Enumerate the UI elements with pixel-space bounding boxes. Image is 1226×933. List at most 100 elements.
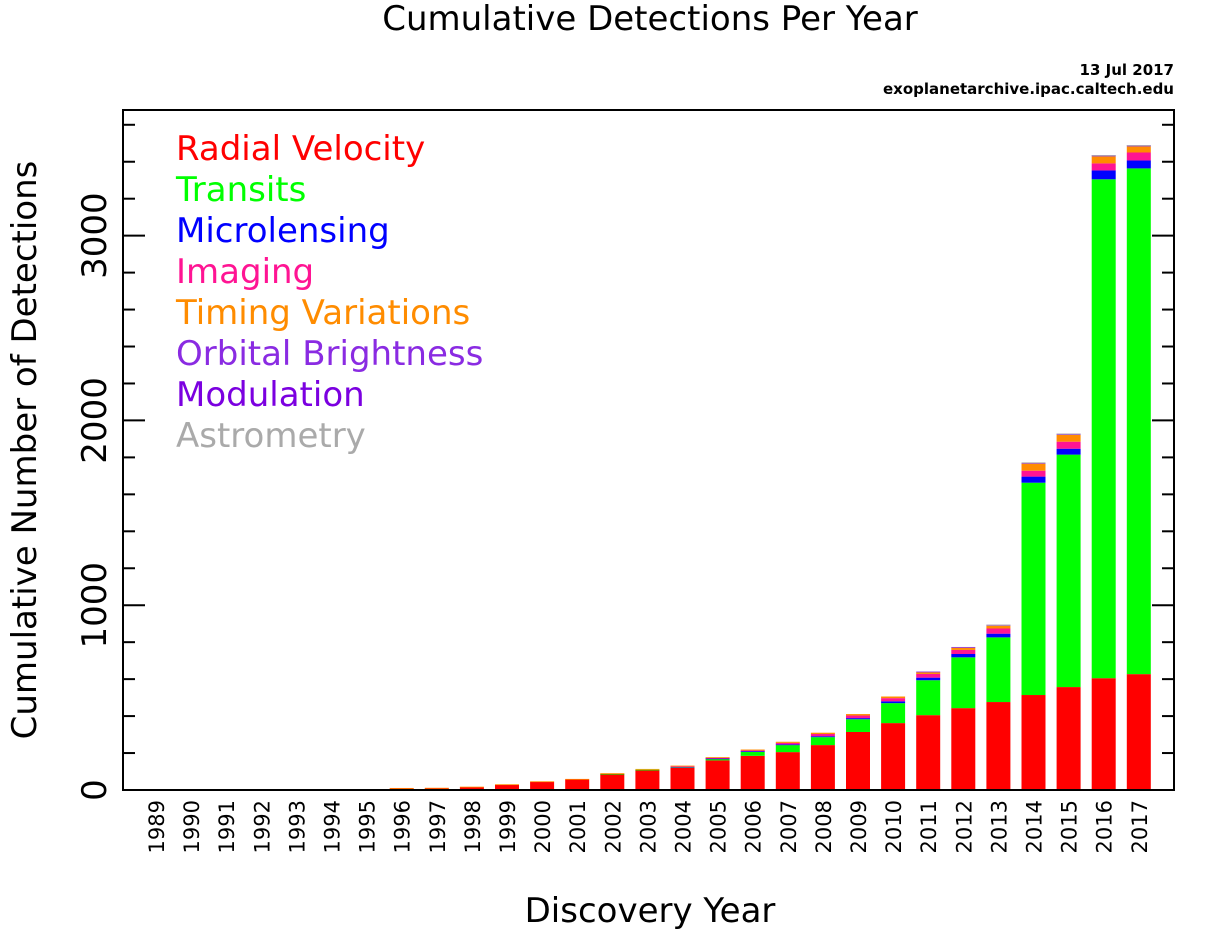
- bar-2016-astrometry: [1091, 155, 1116, 156]
- bar-2015-astrometry: [1056, 433, 1081, 435]
- bar-2010-timing-variations: [881, 696, 906, 699]
- legend-entry-imaging: Imaging: [176, 252, 314, 292]
- bar-2009-microlensing: [846, 718, 870, 720]
- bar-2012-timing-variations: [951, 647, 976, 650]
- bar-2006-transits: [740, 751, 765, 756]
- bar-2014-microlensing: [1021, 476, 1046, 483]
- x-tick-label: 2007: [777, 800, 801, 853]
- y-tick-label: 1000: [75, 562, 115, 649]
- bar-2005-imaging: [705, 757, 730, 759]
- bar-2008-timing-variations: [810, 732, 835, 735]
- legend-entry-microlensing: Microlensing: [176, 211, 390, 251]
- x-tick-label: 2013: [987, 800, 1011, 853]
- bar-2011-orbital-brightness: [916, 671, 941, 673]
- bar-2008-transits: [810, 737, 835, 746]
- bar-2013-transits: [986, 637, 1011, 703]
- y-tick-label: 0: [75, 779, 115, 801]
- x-tick-label: 2002: [601, 800, 625, 853]
- bar-2013-microlensing: [986, 633, 1011, 638]
- legend-entry-radial-velocity: Radial Velocity: [176, 129, 425, 169]
- bar-2009-radial-velocity: [846, 731, 870, 790]
- chart-source: exoplanetarchive.ipac.caltech.edu: [883, 80, 1174, 98]
- bar-2007-microlensing: [775, 744, 800, 746]
- chart-title: Cumulative Detections Per Year: [382, 0, 918, 39]
- bar-2016-imaging: [1091, 163, 1116, 171]
- y-tick-label: 2000: [75, 377, 115, 464]
- x-tick-label: 2010: [882, 800, 906, 853]
- legend-entry-timing-variations: Timing Variations: [175, 293, 470, 333]
- legend-entry-modulation: Modulation: [176, 375, 365, 415]
- bar-2011-microlensing: [916, 677, 941, 681]
- x-tick-label: 2003: [636, 800, 660, 853]
- bar-2005-timing-variations: [705, 757, 730, 758]
- x-tick-label: 2000: [531, 800, 555, 853]
- x-tick-label: 2016: [1093, 800, 1117, 853]
- bar-2003-radial-velocity: [635, 770, 660, 790]
- legend-entry-orbital-brightness: Orbital Brightness: [176, 334, 483, 374]
- x-tick-label: 1994: [321, 800, 345, 853]
- bar-2017-radial-velocity: [1126, 674, 1151, 790]
- bar-2016-timing-variations: [1091, 156, 1116, 164]
- bar-2007-imaging: [775, 742, 800, 745]
- bar-2017-timing-variations: [1126, 146, 1151, 153]
- bar-2002-transits: [600, 773, 625, 775]
- bar-2004-radial-velocity: [670, 767, 695, 790]
- bar-2015-transits: [1056, 454, 1081, 688]
- bar-2006-imaging: [740, 750, 765, 752]
- bar-2017-microlensing: [1126, 160, 1151, 169]
- x-tick-label: 1990: [180, 800, 204, 853]
- bar-1998-timing-variations: [459, 786, 484, 788]
- bar-2009-imaging: [846, 715, 870, 719]
- x-tick-label: 1997: [426, 800, 450, 853]
- bar-2008-radial-velocity: [810, 745, 835, 790]
- bar-2010-imaging: [881, 698, 906, 702]
- y-axis-label: Cumulative Number of Detections: [5, 161, 45, 740]
- bar-2002-timing-variations: [600, 773, 625, 774]
- bar-2015-imaging: [1056, 441, 1081, 449]
- bar-2014-timing-variations: [1021, 463, 1046, 471]
- bar-2010-radial-velocity: [881, 723, 906, 790]
- legend: Radial VelocityTransitsMicrolensingImagi…: [175, 129, 483, 456]
- bar-2007-timing-variations: [775, 741, 800, 743]
- bar-1999-radial-velocity: [495, 784, 519, 790]
- bar-2001-radial-velocity: [565, 779, 590, 790]
- bar-2012-orbital-brightness: [951, 646, 976, 648]
- x-tick-label: 1991: [215, 800, 239, 853]
- bar-2003-timing-variations: [635, 768, 660, 770]
- bar-2011-transits: [916, 680, 941, 716]
- legend-entry-transits: Transits: [175, 170, 306, 210]
- bar-2011-timing-variations: [916, 672, 941, 674]
- bar-2014-radial-velocity: [1021, 695, 1046, 790]
- bar-2014-transits: [1021, 482, 1046, 696]
- bar-2017-transits: [1126, 168, 1151, 675]
- bar-2006-microlensing: [740, 751, 765, 752]
- bar-2006-radial-velocity: [740, 755, 765, 790]
- bar-2010-transits: [881, 703, 906, 724]
- bar-2004-timing-variations: [670, 765, 695, 767]
- bar-2016-radial-velocity: [1091, 678, 1116, 790]
- bar-2014-astrometry: [1021, 462, 1046, 464]
- x-tick-label: 1999: [496, 800, 520, 853]
- x-tick-label: 2008: [812, 800, 836, 853]
- bar-2001-timing-variations: [565, 778, 590, 780]
- bar-2007-transits: [775, 745, 800, 753]
- axes: 1989 1990 1991 1992 1993 1994 1995 1996 1997 1998…: [75, 109, 1175, 853]
- bar-2017-astrometry: [1126, 145, 1151, 146]
- x-tick-label: 2004: [672, 800, 696, 853]
- bar-2013-radial-velocity: [986, 702, 1011, 790]
- bar-2012-radial-velocity: [951, 708, 976, 790]
- x-tick-label: 1998: [461, 800, 485, 853]
- bar-2009-timing-variations: [846, 714, 870, 716]
- bar-2004-imaging: [670, 766, 695, 768]
- x-tick-label: 2017: [1128, 800, 1152, 853]
- bar-2016-transits: [1091, 179, 1116, 679]
- x-tick-label: 2011: [917, 800, 941, 853]
- bar-2000-timing-variations: [530, 781, 555, 783]
- legend-entry-astrometry: Astrometry: [176, 416, 366, 456]
- bar-2005-radial-velocity: [705, 760, 730, 790]
- bar-2005-transits: [705, 758, 730, 761]
- x-tick-label: 2001: [566, 800, 590, 853]
- bar-2015-microlensing: [1056, 448, 1081, 455]
- bar-2011-radial-velocity: [916, 715, 941, 790]
